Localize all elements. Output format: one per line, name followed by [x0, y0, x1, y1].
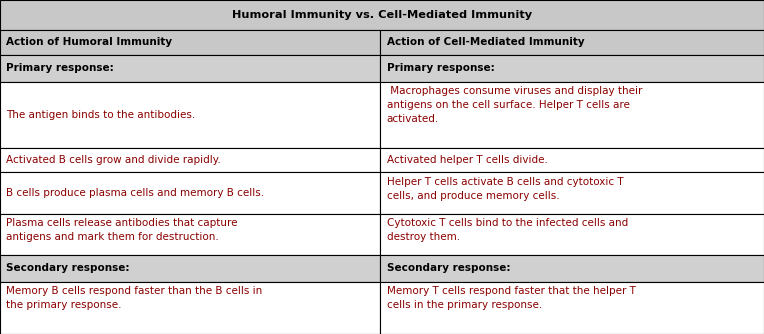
Text: Activated B cells grow and divide rapidly.: Activated B cells grow and divide rapidl… [6, 155, 221, 165]
Text: Secondary response:: Secondary response: [387, 263, 510, 273]
Bar [0, 148, 380, 172]
Bar [0, 172, 380, 214]
Text: Primary response:: Primary response: [6, 63, 114, 73]
Bar [0, 54, 380, 82]
Bar [0, 214, 380, 255]
Bar [380, 255, 764, 282]
Text: Helper T cells activate B cells and cytotoxic T
cells, and produce memory cells.: Helper T cells activate B cells and cyto… [387, 177, 623, 201]
Bar [380, 148, 764, 172]
Text: Action of Cell-Mediated Immunity: Action of Cell-Mediated Immunity [387, 37, 584, 47]
Text: Secondary response:: Secondary response: [6, 263, 130, 273]
Text: Memory B cells respond faster than the B cells in
the primary response.: Memory B cells respond faster than the B… [6, 286, 262, 310]
Bar [380, 214, 764, 255]
Text: Activated helper T cells divide.: Activated helper T cells divide. [387, 155, 548, 165]
Text: Action of Humoral Immunity: Action of Humoral Immunity [6, 37, 172, 47]
Bar [380, 82, 764, 148]
Bar [380, 54, 764, 82]
Text: Humoral Immunity vs. Cell-Mediated Immunity: Humoral Immunity vs. Cell-Mediated Immun… [232, 10, 532, 20]
Bar [0, 30, 380, 54]
Text: Primary response:: Primary response: [387, 63, 494, 73]
Text: Plasma cells release antibodies that capture
antigens and mark them for destruct: Plasma cells release antibodies that cap… [6, 218, 238, 242]
Text: The antigen binds to the antibodies.: The antigen binds to the antibodies. [6, 110, 196, 120]
Bar [0, 0, 764, 30]
Bar [380, 172, 764, 214]
Bar [0, 255, 380, 282]
Bar [0, 282, 380, 334]
Bar [380, 30, 764, 54]
Text: Cytotoxic T cells bind to the infected cells and
destroy them.: Cytotoxic T cells bind to the infected c… [387, 218, 628, 242]
Bar [0, 82, 380, 148]
Bar [380, 282, 764, 334]
Text: B cells produce plasma cells and memory B cells.: B cells produce plasma cells and memory … [6, 188, 264, 198]
Text: Macrophages consume viruses and display their
antigens on the cell surface. Help: Macrophages consume viruses and display … [387, 87, 642, 125]
Text: Memory T cells respond faster that the helper T
cells in the primary response.: Memory T cells respond faster that the h… [387, 286, 636, 310]
